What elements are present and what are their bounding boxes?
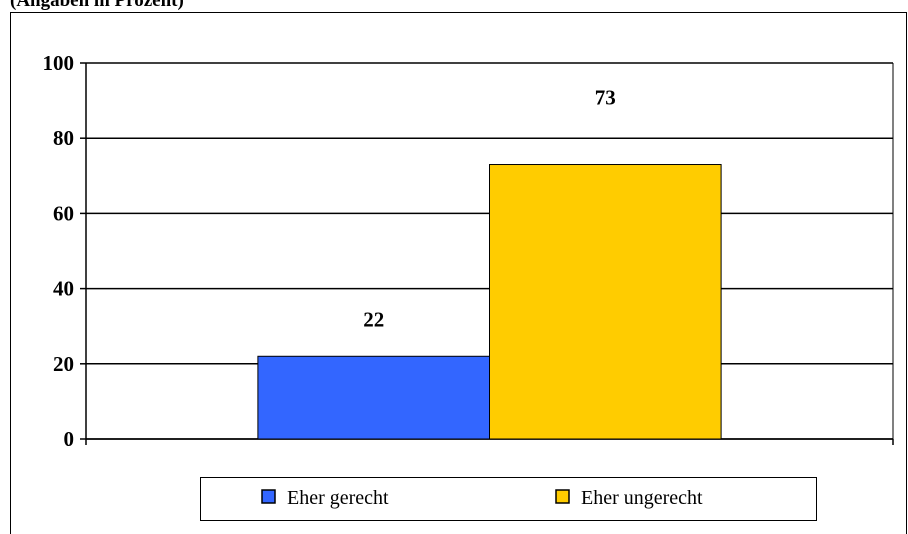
chart-border bbox=[10, 12, 907, 534]
legend-box bbox=[200, 477, 817, 521]
y-tick-label: 0 bbox=[64, 427, 75, 451]
y-tick-label: 40 bbox=[53, 277, 74, 301]
bar bbox=[257, 355, 490, 440]
chart-title: (Angaben in Prozent) bbox=[10, 0, 184, 11]
legend-label: Eher gerecht bbox=[287, 487, 389, 509]
y-tick-label: 100 bbox=[43, 51, 75, 75]
data-label: 22 bbox=[363, 307, 384, 331]
legend-swatch bbox=[261, 489, 276, 504]
data-label: 73 bbox=[595, 86, 616, 110]
y-tick-label: 80 bbox=[53, 126, 74, 150]
y-tick-label: 60 bbox=[53, 201, 74, 225]
legend-swatch bbox=[555, 489, 570, 504]
legend-label: Eher ungerecht bbox=[581, 487, 703, 509]
y-tick-label: 20 bbox=[53, 352, 74, 376]
bar bbox=[489, 164, 722, 440]
